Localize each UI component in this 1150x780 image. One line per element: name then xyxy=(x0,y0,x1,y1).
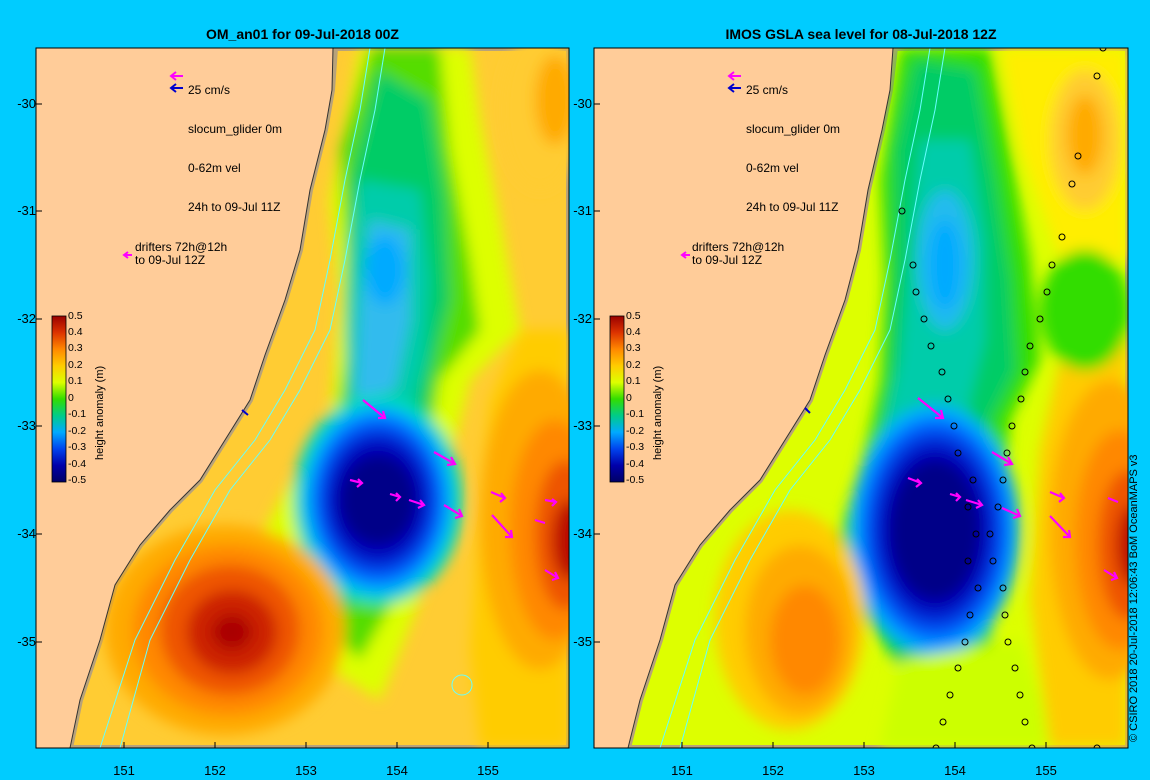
y-tick: -33 xyxy=(573,418,592,433)
left-map xyxy=(36,48,569,748)
right-map xyxy=(594,48,1128,748)
x-tick: 152 xyxy=(204,763,226,778)
cb-tick: 0 xyxy=(68,392,74,404)
legend-window: 24h to 09-Jul 11Z xyxy=(746,200,839,214)
cb-tick: 0.3 xyxy=(626,342,641,354)
credit-text: © CSIRO 2018 20-Jul-2018 12:06:43 BoM Oc… xyxy=(1128,454,1140,742)
cb-tick: -0.5 xyxy=(626,474,645,486)
ticks-right xyxy=(594,103,1047,748)
cb-tick: 0.2 xyxy=(626,359,641,371)
y-tick: -32 xyxy=(17,311,36,326)
legend-glider: slocum_glider 0m xyxy=(188,122,283,136)
drifters-note-left: drifters 72h@12h to 09-Jul 12Z xyxy=(135,241,227,267)
colorbar-left xyxy=(51,315,67,483)
colorbar-title: height anomaly (m) xyxy=(94,365,106,460)
drifters-line2: to 09-Jul 12Z xyxy=(692,253,763,267)
vel-arrow-left xyxy=(241,409,249,416)
cb-tick: -0.3 xyxy=(68,441,87,453)
legend-arrows xyxy=(122,71,741,259)
colorbar-right xyxy=(609,315,625,483)
drifters-line2: to 09-Jul 12Z xyxy=(135,253,206,267)
panel-title-right: IMOS GSLA sea level for 08-Jul-2018 12Z xyxy=(725,26,997,42)
y-tick: -35 xyxy=(573,634,592,649)
x-tick: 155 xyxy=(1035,763,1057,778)
cb-tick: -0.2 xyxy=(68,425,87,437)
cb-tick: -0.2 xyxy=(626,425,645,437)
y-tick: -30 xyxy=(573,96,592,111)
y-tick: -31 xyxy=(17,203,36,218)
cb-tick: 0.5 xyxy=(626,310,641,322)
vel-arrow-right xyxy=(804,407,811,414)
legend-window: 24h to 09-Jul 11Z xyxy=(188,200,281,214)
y-tick: -30 xyxy=(17,96,36,111)
y-tick: -34 xyxy=(573,526,592,541)
legend-scale: 25 cm/s xyxy=(746,83,789,97)
x-tick: 154 xyxy=(944,763,966,778)
cb-tick: 0.4 xyxy=(68,326,83,338)
legend-glider: slocum_glider 0m xyxy=(746,122,841,136)
y-tick: -31 xyxy=(573,203,592,218)
drifters-line1: drifters 72h@12h xyxy=(135,240,228,254)
cb-tick: 0.5 xyxy=(68,310,83,322)
y-tick: -34 xyxy=(17,526,36,541)
sea-field-left xyxy=(36,48,569,748)
legend-vel: 0-62m vel xyxy=(746,161,799,175)
panel-title-left: OM_an01 for 09-Jul-2018 00Z xyxy=(206,26,399,42)
cb-tick: 0.1 xyxy=(68,375,83,387)
legend-right: 25 cm/s slocum_glider 0m 0-62m vel 24h t… xyxy=(746,58,840,227)
cb-tick: 0.3 xyxy=(68,342,83,354)
drifter-arrows-right xyxy=(907,397,1119,582)
legend-vel: 0-62m vel xyxy=(188,161,241,175)
frame-left xyxy=(35,47,570,749)
cb-tick: 0.1 xyxy=(626,375,641,387)
drifter-arrows-left xyxy=(349,399,560,582)
drifters-note-right: drifters 72h@12h to 09-Jul 12Z xyxy=(692,241,784,267)
cb-tick: -0.3 xyxy=(626,441,645,453)
x-tick: 151 xyxy=(671,763,693,778)
obs-points-right xyxy=(898,48,1107,748)
cb-tick: -0.4 xyxy=(626,458,645,470)
x-tick: 151 xyxy=(113,763,135,778)
cb-tick: -0.1 xyxy=(626,408,645,420)
cb-tick: -0.4 xyxy=(68,458,87,470)
x-tick: 154 xyxy=(386,763,408,778)
ticks-left xyxy=(36,103,489,748)
legend-left: 25 cm/s slocum_glider 0m 0-62m vel 24h t… xyxy=(188,58,282,227)
cb-tick: -0.1 xyxy=(68,408,87,420)
drifters-line1: drifters 72h@12h xyxy=(692,240,785,254)
cb-tick: 0 xyxy=(626,392,632,404)
cb-tick: 0.2 xyxy=(68,359,83,371)
frame-right xyxy=(593,47,1129,749)
x-tick: 155 xyxy=(477,763,499,778)
legend-scale: 25 cm/s xyxy=(188,83,231,97)
y-tick: -33 xyxy=(17,418,36,433)
x-tick: 153 xyxy=(295,763,317,778)
y-tick: -35 xyxy=(17,634,36,649)
x-tick: 153 xyxy=(853,763,875,778)
cb-tick: -0.5 xyxy=(68,474,87,486)
cb-tick: 0.4 xyxy=(626,326,641,338)
x-tick: 152 xyxy=(762,763,784,778)
y-tick: -32 xyxy=(573,311,592,326)
colorbar-title: height anomaly (m) xyxy=(652,365,664,460)
